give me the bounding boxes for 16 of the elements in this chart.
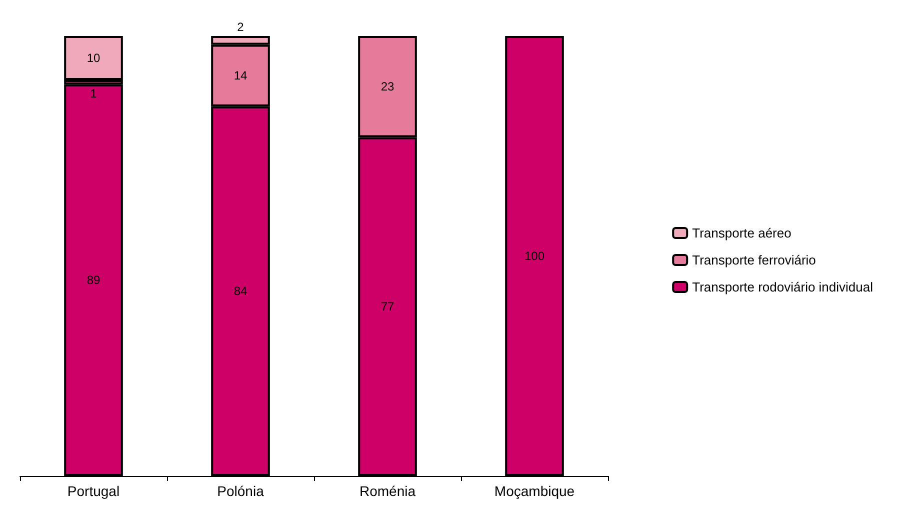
data-label: 89 <box>86 273 100 288</box>
x-tick-label: Polónia <box>217 483 264 499</box>
data-label: 77 <box>380 300 394 314</box>
data-label: 2 <box>237 20 244 34</box>
legend-label: Transporte rodoviário individual <box>692 280 874 294</box>
data-label: 23 <box>380 80 394 94</box>
data-label: 100 <box>524 249 545 263</box>
data-label: 1 <box>90 86 98 100</box>
x-tick-label: Roménia <box>359 483 416 499</box>
data-label: 10 <box>86 51 100 65</box>
data-label: 84 <box>234 284 248 298</box>
x-tick-label: Moçambique <box>494 483 575 499</box>
legend-label: Transporte aéreo <box>692 226 792 240</box>
data-label: 14 <box>234 68 248 83</box>
x-tick-label: Portugal <box>67 483 120 499</box>
legend-label: Transporte ferroviário <box>692 252 816 268</box>
